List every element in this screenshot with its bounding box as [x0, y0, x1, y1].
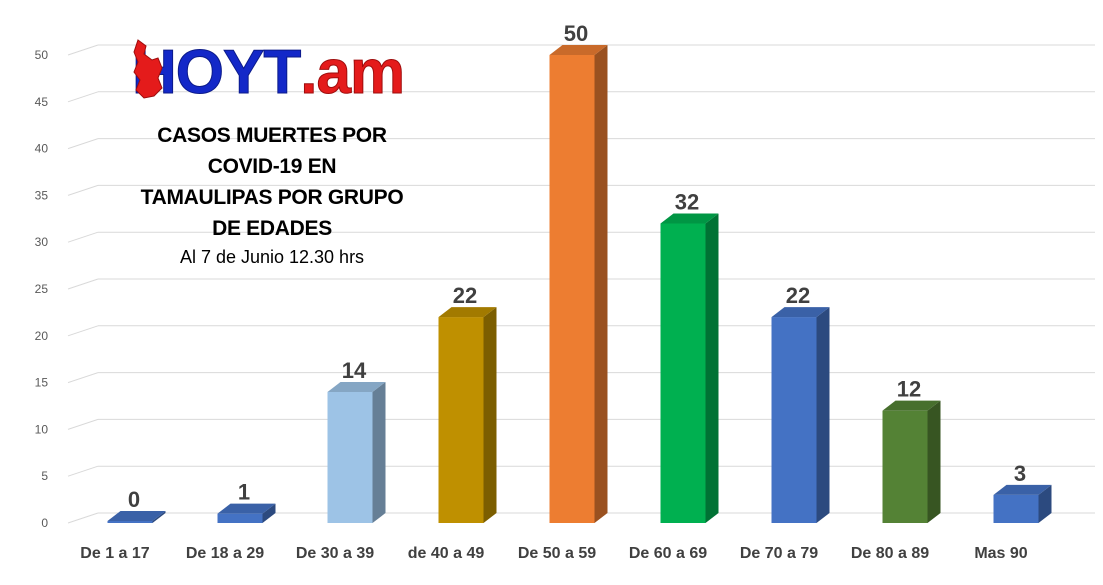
bar [327, 391, 373, 523]
gridline-depth [67, 512, 99, 524]
x-tick-label: De 50 a 59 [518, 545, 596, 562]
x-tick-label: De 30 a 39 [296, 545, 374, 562]
gridline-depth [67, 465, 99, 477]
y-tick-label: 35 [35, 188, 49, 202]
y-tick-label: 20 [35, 329, 49, 343]
y-tick-label: 10 [35, 422, 49, 436]
bar-top [993, 484, 1052, 495]
x-tick-label: Mas 90 [974, 545, 1027, 562]
hoyt-logo: HOYT .am [131, 38, 406, 108]
y-tick-label: 45 [35, 95, 49, 109]
data-label: 22 [453, 283, 477, 308]
y-tick-label: 0 [41, 516, 48, 530]
chart-title-line: CASOS MUERTES POR [157, 124, 387, 147]
gridline-depth [67, 44, 99, 56]
bar-side [483, 307, 497, 523]
y-tick-label: 25 [35, 282, 49, 296]
bar-side [927, 400, 941, 523]
x-tick-label: De 18 a 29 [186, 545, 264, 562]
bar-side [816, 307, 830, 523]
data-label: 32 [675, 189, 699, 214]
bar-side [372, 381, 386, 523]
gridline-depth [67, 418, 99, 430]
y-tick-label: 15 [35, 376, 49, 390]
bar-top [882, 400, 941, 411]
y-tick-label: 5 [41, 469, 48, 483]
data-label: 50 [564, 21, 588, 46]
data-label: 3 [1014, 461, 1026, 486]
gridline-depth [67, 138, 99, 150]
bar-top [217, 503, 276, 514]
data-label: 14 [342, 358, 367, 383]
bar-side [1038, 484, 1052, 523]
y-tick-label: 30 [35, 235, 49, 249]
data-label: 22 [786, 283, 810, 308]
gridline-depth [67, 278, 99, 290]
data-label: 1 [238, 480, 250, 505]
bar-top [771, 307, 830, 318]
bar [993, 494, 1039, 523]
bar [107, 521, 153, 523]
bar-top [107, 511, 166, 521]
bar [217, 513, 263, 523]
logo-am: .am [300, 38, 406, 107]
tamaulipas-map-icon [133, 39, 163, 99]
bar-side [262, 503, 276, 523]
x-tick-label: De 1 a 17 [80, 545, 149, 562]
chart-subtitle: Al 7 de Junio 12.30 hrs [179, 247, 365, 267]
bar-top [549, 45, 608, 55]
chart-title-line: TAMAULIPAS POR GRUPO [140, 186, 404, 209]
chart-title-block: CASOS MUERTES POR COVID-19 EN TAMAULIPAS… [112, 120, 432, 268]
y-tick-label: 50 [35, 48, 49, 62]
bar-side [705, 213, 719, 524]
x-tick-label: De 80 a 89 [851, 545, 929, 562]
bar-top [660, 213, 719, 224]
gridline-depth [67, 325, 99, 337]
bar-side [152, 511, 166, 523]
data-label: 12 [897, 377, 921, 402]
bar-top [438, 307, 497, 318]
bar [660, 223, 706, 524]
bar [882, 410, 928, 523]
y-tick-label: 40 [35, 142, 49, 156]
gridline-depth [67, 231, 99, 243]
x-tick-label: De 70 a 79 [740, 545, 818, 562]
gridline-depth [67, 91, 99, 103]
gridline-depth [67, 372, 99, 384]
bar [549, 55, 595, 523]
x-tick-label: de 40 a 49 [408, 545, 485, 562]
bar-top [327, 381, 386, 392]
x-tick-label: De 60 a 69 [629, 545, 707, 562]
chart-title-line: DE EDADES [212, 217, 332, 240]
bar [438, 317, 484, 523]
data-label: 0 [128, 487, 140, 512]
chart-title-line: COVID-19 EN [207, 155, 337, 178]
gridline-depth [67, 184, 99, 196]
bar [771, 317, 817, 523]
bar-side [594, 45, 608, 523]
